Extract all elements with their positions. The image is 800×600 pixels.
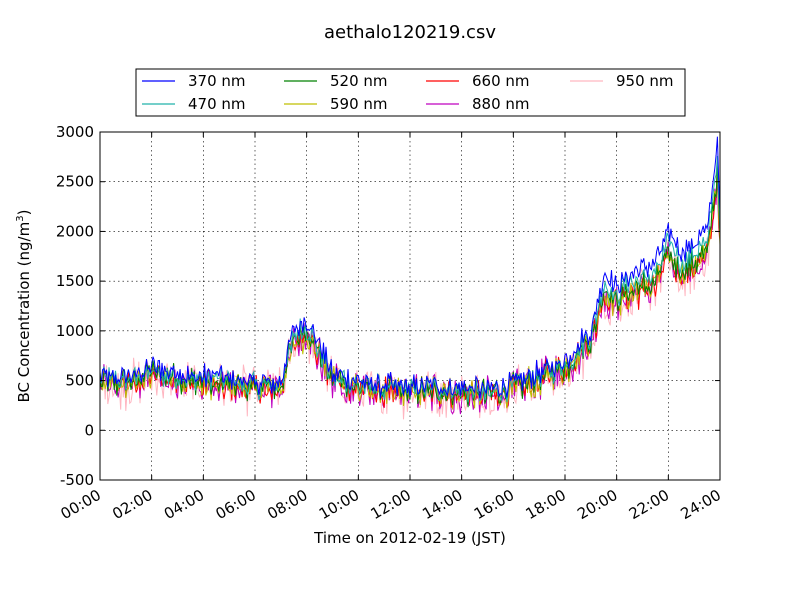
legend-label: 880 nm <box>472 95 530 113</box>
x-tick-label: 14:00 <box>419 486 465 523</box>
y-tick-label: -500 <box>60 471 94 489</box>
y-tick-label: 1000 <box>56 322 94 340</box>
y-tick-label: 2000 <box>56 222 94 240</box>
y-axis-title-main: BC Concentration (ng/m <box>15 222 33 403</box>
y-axis-title-sup: 3 <box>15 215 26 221</box>
x-tick-label: 24:00 <box>678 486 724 523</box>
x-tick-label: 02:00 <box>109 486 155 523</box>
y-axis-title-end: ) <box>15 210 33 216</box>
x-tick-label: 10:00 <box>316 486 362 523</box>
legend-label: 660 nm <box>472 72 530 90</box>
y-tick-label: 0 <box>84 421 94 439</box>
x-tick-label: 22:00 <box>626 486 672 523</box>
x-tick-label: 18:00 <box>523 486 569 523</box>
x-tick-label: 08:00 <box>264 486 310 523</box>
x-tick-label: 00:00 <box>58 486 104 523</box>
y-tick-label: 3000 <box>56 123 94 141</box>
series-line <box>99 155 721 403</box>
x-tick-label: 20:00 <box>574 486 620 523</box>
x-tick-label: 06:00 <box>213 486 259 523</box>
legend-box <box>135 68 686 117</box>
y-axis: -500 0 500 1000 1500 2000 2500 3000 <box>56 123 720 489</box>
y-tick-label: 500 <box>65 372 94 390</box>
legend-label: 370 nm <box>188 72 246 90</box>
x-tick-label: 04:00 <box>161 486 207 523</box>
legend-label: 590 nm <box>330 95 388 113</box>
y-axis-title: BC Concentration (ng/m3) <box>15 210 33 403</box>
series-line <box>99 136 721 399</box>
x-axis: 00:00 02:00 04:00 06:00 08:00 10:00 12:00 14:00… <box>58 132 724 523</box>
legend-label: 470 nm <box>188 95 246 113</box>
legend-label: 520 nm <box>330 72 388 90</box>
series-group <box>99 136 721 420</box>
chart-title: aethalo120219.csv <box>324 22 496 43</box>
y-tick-label: 2500 <box>56 173 94 191</box>
y-tick-label: 1500 <box>56 272 94 290</box>
x-tick-label: 12:00 <box>368 486 414 523</box>
legend: 370 nm 470 nm 520 nm 590 nm 660 nm 880 nm 950 … <box>135 68 686 117</box>
legend-label: 950 nm <box>616 72 674 90</box>
x-tick-label: 16:00 <box>471 486 517 523</box>
x-axis-title: Time on 2012-02-19 (JST) <box>313 529 506 547</box>
